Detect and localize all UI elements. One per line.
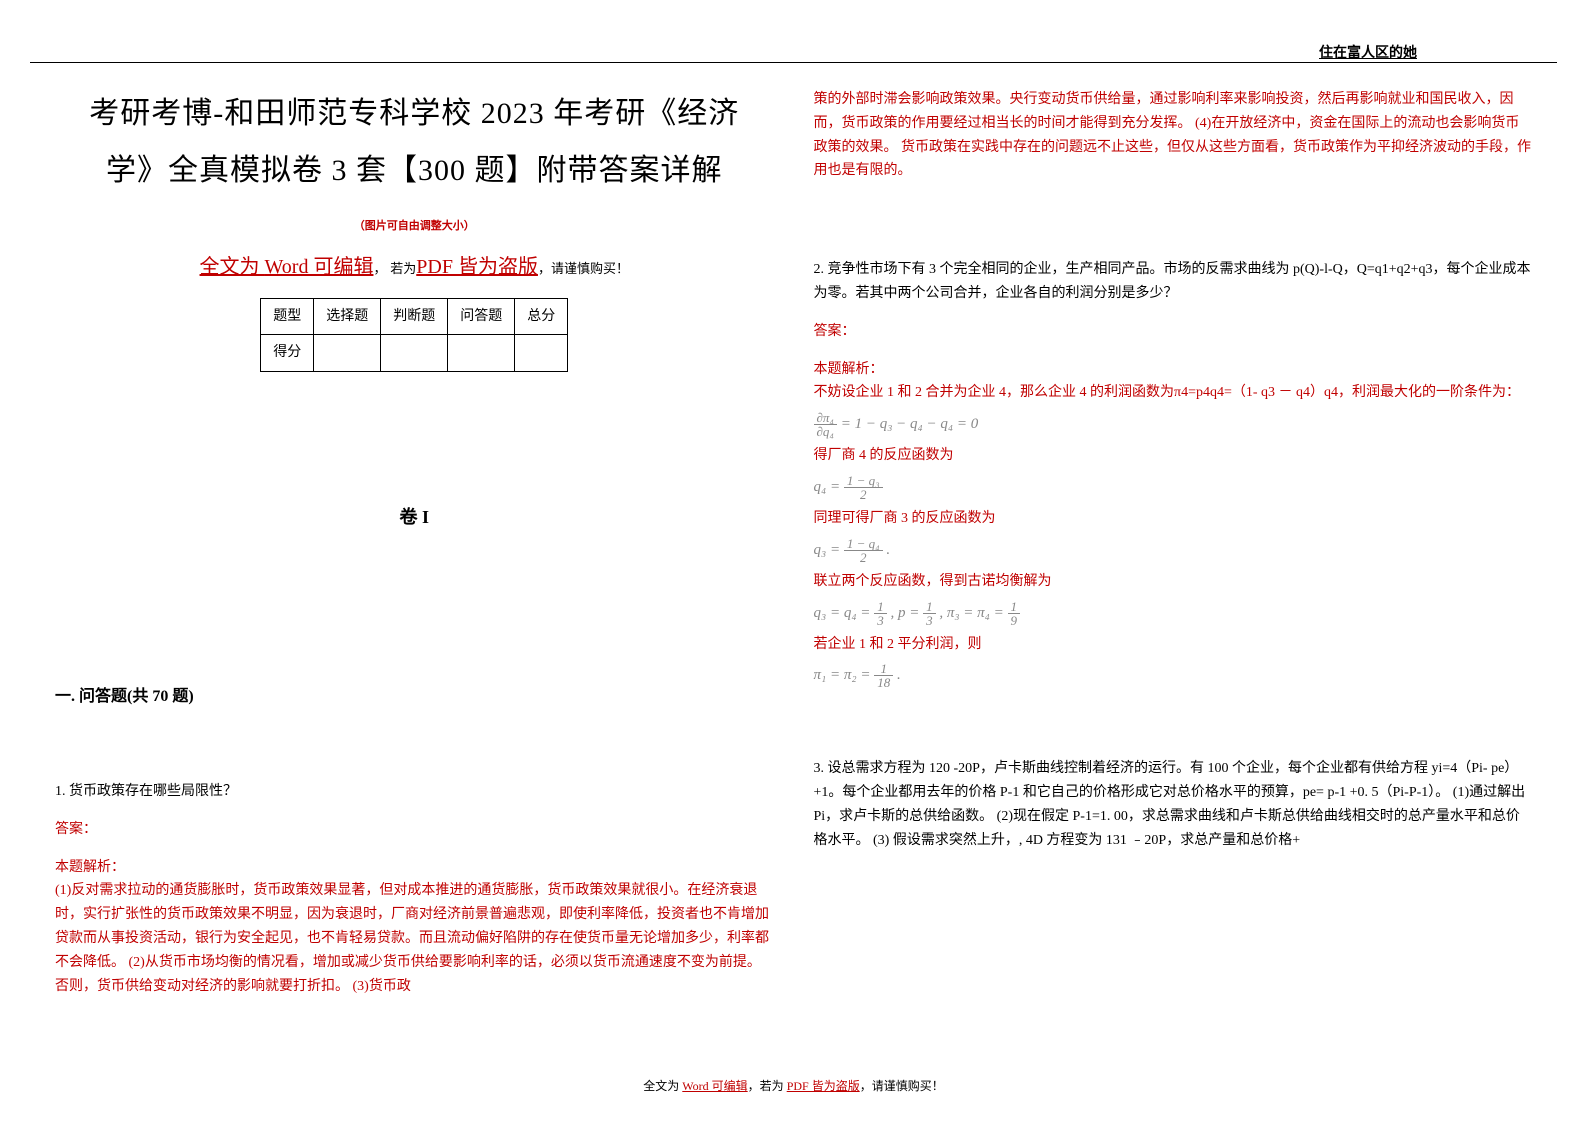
td-c4 (515, 335, 568, 372)
header-author: 住在富人区的她 (1319, 42, 1417, 62)
left-column: 考研考博-和田师范专科学校 2023 年考研《经济 学》全真模拟卷 3 套【30… (35, 70, 794, 1062)
frac: 13 (923, 600, 936, 627)
q2-formula1: ∂π₄∂q₄ = 1 − q₃ − q₄ − q₄ = 0 (814, 411, 1533, 438)
d: 3 (874, 614, 887, 627)
n: 1 (874, 662, 893, 676)
juan-label: 卷 I (55, 502, 774, 533)
n: 1 (874, 600, 887, 614)
td-c2 (381, 335, 448, 372)
q1-parse-continued: 策的外部时滞会影响政策效果。央行变动货币供给量，通过影响利率来影响投资，然后再影… (814, 88, 1533, 183)
q2-parse-label: 本题解析： (814, 358, 1533, 382)
frac: 1 − q₃2 (844, 474, 883, 501)
q2-line3: 同理可得厂商 3 的反应函数为 (814, 507, 1533, 531)
section-heading: 一. 问答题(共 70 题) (55, 683, 774, 710)
rhs: = 1 − q₃ − q₄ − q₄ = 0 (837, 416, 978, 432)
q3-number: 3. 设总需求方程为 120 -20P，卢卡斯曲线控制着经济的运行。有 100 … (814, 757, 1533, 852)
q1-number: 1. 货币政策存在哪些局限性？ (55, 780, 774, 804)
header-divider (30, 62, 1557, 63)
q2-formula5: π₁ = π₂ = 118 . (814, 662, 1533, 689)
td-c3 (448, 335, 515, 372)
title-line-2: 学》全真模拟卷 3 套【300 题】附带答案详解 (55, 142, 774, 199)
d: 9 (1008, 614, 1021, 627)
frac: 1 − q₄2 (844, 537, 883, 564)
n: 1 (923, 600, 936, 614)
n: ∂π₄ (814, 411, 837, 425)
f2: Word 可编辑 (682, 1079, 747, 1093)
score-table: 题型 选择题 判断题 问答题 总分 得分 (260, 298, 568, 373)
n: 1 − q₄ (844, 537, 883, 551)
title-line-1: 考研考博-和田师范专科学校 2023 年考研《经济 (55, 85, 774, 142)
image-resize-note: （图片可自由调整大小） (55, 217, 774, 236)
main-title: 考研考博-和田师范专科学校 2023 年考研《经济 学》全真模拟卷 3 套【30… (55, 85, 774, 199)
lhs: q₃ = (814, 542, 844, 558)
frac: ∂π₄∂q₄ (814, 411, 837, 438)
two-column-layout: 考研考博-和田师范专科学校 2023 年考研《经济 学》全真模拟卷 3 套【30… (35, 70, 1552, 1062)
q2-line2: 得厂商 4 的反应函数为 (814, 444, 1533, 468)
lhs: π₁ = π₂ = (814, 667, 875, 683)
c: , π₃ = π₄ = (936, 605, 1008, 621)
t: Word 可编辑 (265, 256, 374, 278)
n: 1 (1008, 600, 1021, 614)
q2-number: 2. 竞争性市场下有 3 个完全相同的企业，生产相同产品。市场的反需求曲线为 p… (814, 258, 1533, 306)
word-prefix: 全文为 Word 可编辑 (200, 256, 374, 278)
q1-answer-label: 答案： (55, 818, 774, 842)
d: 3 (923, 614, 936, 627)
th-answer: 问答题 (448, 298, 515, 335)
tail: . (893, 667, 901, 683)
d: 2 (844, 488, 883, 501)
q2-formula2: q₄ = 1 − q₃2 (814, 474, 1533, 501)
f1: 全文为 (643, 1079, 682, 1093)
f3: ，若为 (748, 1079, 787, 1093)
page-footer: 全文为 Word 可编辑，若为 PDF 皆为盗版，请谨慎购买！ (0, 1077, 1587, 1094)
word-edit-line: 全文为 Word 可编辑， 若为PDF 皆为盗版，请谨慎购买！ (55, 250, 774, 284)
q1-parse-body: (1)反对需求拉动的通货膨胀时，货币政策效果显著，但对成本推进的通货膨胀，货币政… (55, 879, 774, 998)
d: ∂q₄ (814, 425, 837, 438)
q2-line4: 联立两个反应函数，得到古诺均衡解为 (814, 570, 1533, 594)
frac: 19 (1008, 600, 1021, 627)
q2-line5: 若企业 1 和 2 平分利润，则 (814, 633, 1533, 657)
table-header-row: 题型 选择题 判断题 问答题 总分 (261, 298, 568, 335)
f5: ，请谨慎购买！ (860, 1079, 944, 1093)
td-c1 (314, 335, 381, 372)
right-column: 策的外部时滞会影响政策效果。央行变动货币供给量，通过影响利率来影响投资，然后再影… (794, 70, 1553, 1062)
frac: 118 (874, 662, 893, 689)
pdf-pirate: PDF 皆为盗版 (416, 256, 538, 278)
lhs: q₄ = (814, 479, 844, 495)
td-label: 得分 (261, 335, 314, 372)
d: 18 (874, 676, 893, 689)
q2-answer-label: 答案： (814, 320, 1533, 344)
th-total: 总分 (515, 298, 568, 335)
table-score-row: 得分 (261, 335, 568, 372)
th-type: 题型 (261, 298, 314, 335)
f4: PDF 皆为盗版 (787, 1079, 860, 1093)
comma: ， (373, 261, 386, 276)
suffix: ，请谨慎购买！ (538, 261, 629, 276)
t: 全文为 (200, 256, 265, 278)
frac: 13 (874, 600, 887, 627)
tail: . (883, 542, 891, 558)
th-choice: 选择题 (314, 298, 381, 335)
q2-formula4: q₃ = q₄ = 13 , p = 13 , π₃ = π₄ = 19 (814, 600, 1533, 627)
q2-line1: 不妨设企业 1 和 2 合并为企业 4，那么企业 4 的利润函数为π4=p4q4… (814, 381, 1533, 405)
b: , p = (887, 605, 923, 621)
d: 2 (844, 551, 883, 564)
a: q₃ = q₄ = (814, 605, 875, 621)
n: 1 − q₃ (844, 474, 883, 488)
if-text: 若为 (390, 261, 416, 276)
th-judge: 判断题 (381, 298, 448, 335)
q2-formula3: q₃ = 1 − q₄2 . (814, 537, 1533, 564)
q1-parse-label: 本题解析： (55, 856, 774, 880)
